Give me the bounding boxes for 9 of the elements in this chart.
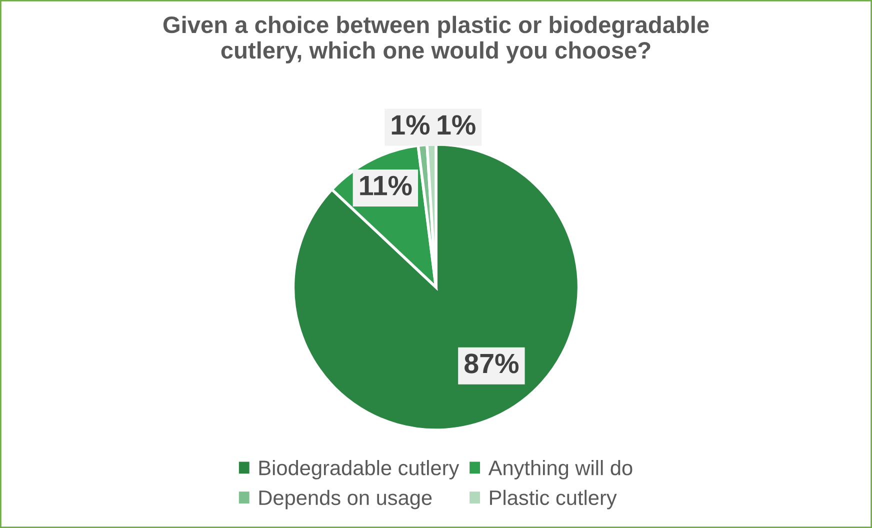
data-label: 11% (360, 176, 412, 196)
data-label: 1% (392, 115, 430, 135)
data-label: 1% (438, 115, 476, 135)
legend-label: Plastic cutlery (490, 490, 617, 510)
legend-label: Depends on usage (259, 490, 432, 510)
chart-title: Given a choice between plastic or biodegradable cutlery, which one would you choose? (163, 16, 709, 64)
legend-label: Biodegradable cutlery (259, 460, 460, 480)
data-label: 87% (464, 354, 519, 374)
legend-label: Anything will do (488, 460, 632, 480)
